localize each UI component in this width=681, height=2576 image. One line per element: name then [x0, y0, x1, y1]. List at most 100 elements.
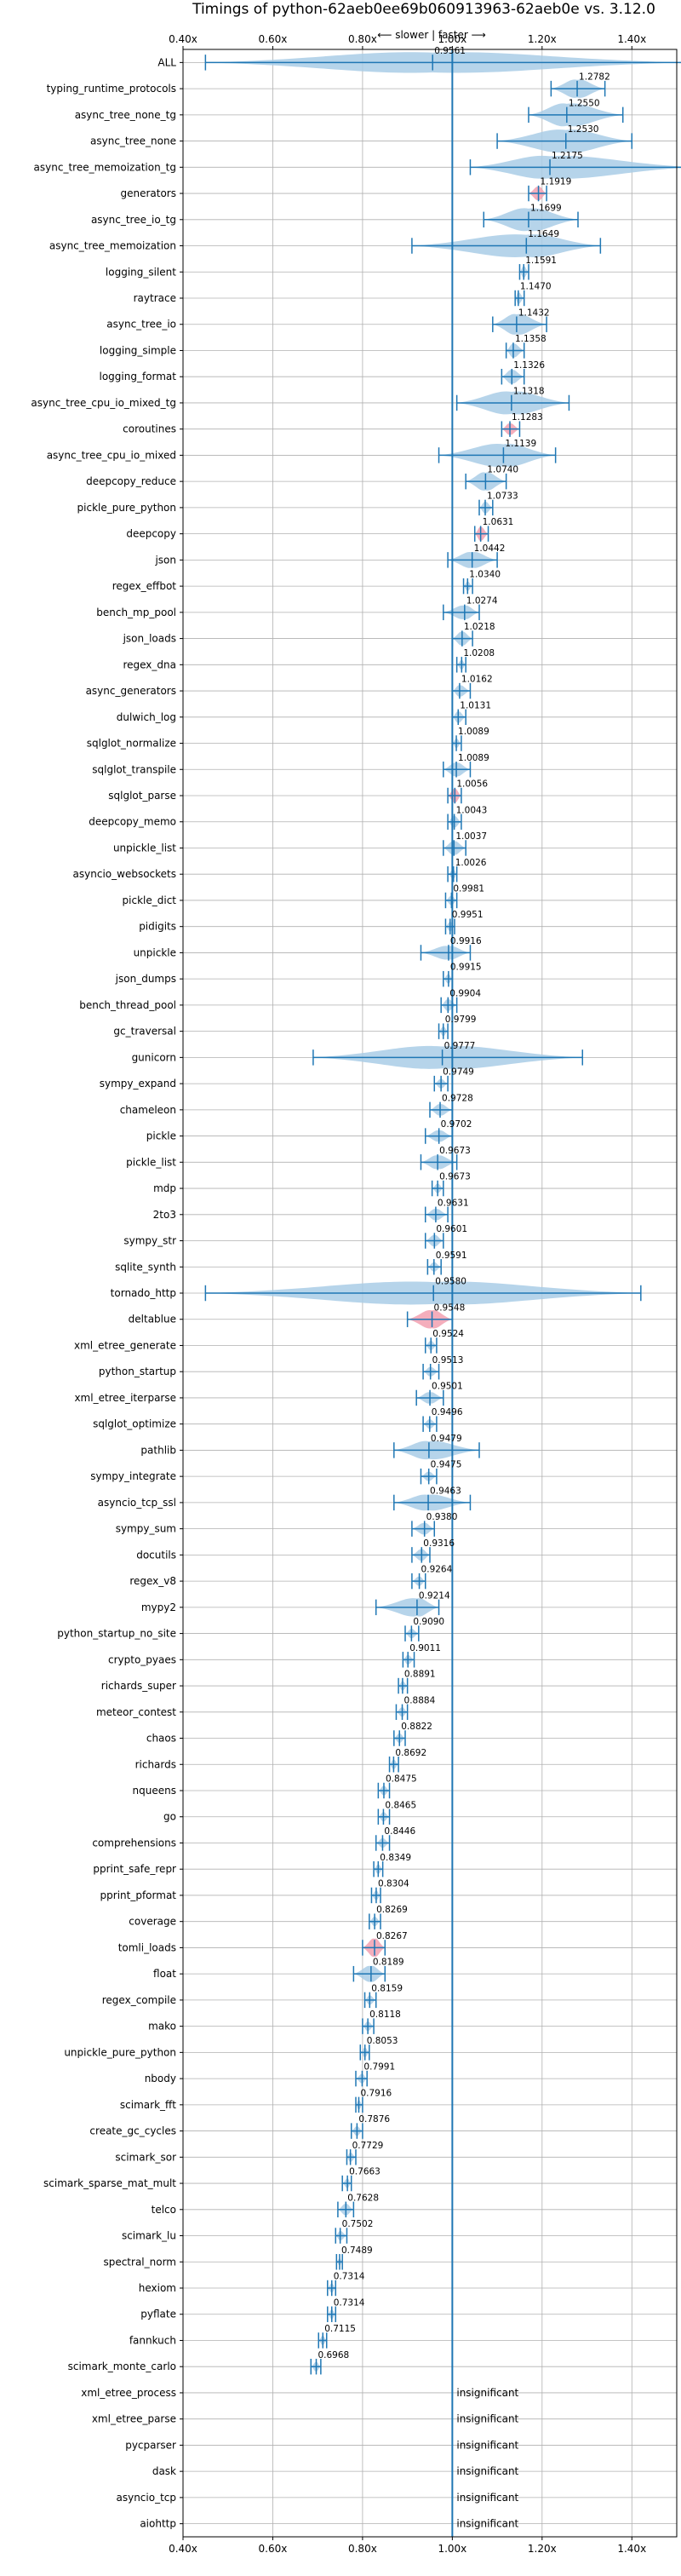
x-tick-label-bottom: 1.20x	[528, 2543, 557, 2555]
ratio-label: 0.8189	[373, 1958, 404, 1968]
benchmark-label: richards_super	[101, 1680, 176, 1692]
benchmark-label: dulwich_log	[117, 711, 176, 723]
ratio-label: 0.9496	[432, 1407, 463, 1417]
ratio-label: 0.8475	[386, 1774, 417, 1785]
benchmark-label: comprehensions	[92, 1837, 176, 1849]
ratio-label: 0.9631	[438, 1198, 469, 1208]
benchmark-label: sympy_str	[123, 1235, 176, 1247]
ratio-label: 0.9463	[430, 1486, 461, 1496]
ratio-label: 0.9316	[423, 1538, 455, 1549]
benchmark-label: scimark_monte_carlo	[68, 2360, 176, 2372]
ratio-label: 1.0631	[483, 517, 514, 527]
ratio-label: 1.0043	[456, 805, 488, 815]
benchmark-label: gc_traversal	[113, 1026, 176, 1038]
benchmark-label: 2to3	[153, 1209, 176, 1221]
ratio-label: 0.9591	[436, 1251, 467, 1261]
ratio-label: 0.9561	[434, 46, 466, 56]
ratio-label: 0.8349	[380, 1853, 411, 1863]
ratio-label: 1.0089	[458, 727, 489, 737]
ratio-label: 0.8822	[401, 1722, 432, 1732]
benchmark-label: scimark_sor	[115, 2151, 176, 2163]
benchmark-label: mypy2	[141, 1601, 176, 1613]
axis-layer: 0.40x 0.40x 0.60x 0.60x 0.80x 0.80x 1.00x 1.00x…	[169, 33, 678, 2555]
benchmark-label: mako	[148, 2021, 176, 2033]
chart-title: Timings of python-62aeb0ee69b060913963-6…	[192, 1, 655, 18]
ratio-label: 0.9904	[449, 988, 481, 998]
x-tick-label-bottom: 0.40x	[169, 2543, 197, 2555]
benchmark-label: regex_v8	[129, 1575, 176, 1587]
benchmark-label: async_tree_io_tg	[91, 214, 176, 226]
ratio-label: 1.0733	[487, 491, 518, 501]
ratio-label: 0.9479	[431, 1434, 462, 1444]
benchmark-label: sqlite_synth	[115, 1261, 176, 1273]
benchmark-label: unpickle_list	[113, 842, 176, 854]
ratio-label: 0.9702	[441, 1119, 472, 1130]
benchmark-label: regex_compile	[102, 1994, 176, 2006]
ratio-label: 1.1318	[513, 386, 545, 396]
x-tick-label-top: 0.60x	[259, 33, 288, 45]
ratio-label: 0.9214	[419, 1590, 450, 1601]
ratio-label: 1.1919	[541, 177, 572, 187]
benchmark-label: regex_effbot	[112, 580, 177, 592]
benchmark-label: asyncio_tcp	[116, 2492, 176, 2504]
benchmark-label: pprint_pformat	[100, 1889, 177, 1901]
ratio-label: 1.2530	[568, 124, 599, 135]
benchmark-label: chameleon	[120, 1104, 176, 1116]
ratio-label: 1.0218	[464, 622, 495, 632]
ratio-label: 1.2550	[569, 98, 600, 108]
benchmark-label: aiohttp	[140, 2518, 176, 2530]
x-tick-label-top: 1.20x	[528, 33, 557, 45]
ratio-label: 0.7502	[342, 2219, 374, 2229]
ratio-label: 1.1283	[512, 412, 543, 423]
benchmark-label: crypto_pyaes	[108, 1653, 176, 1665]
insignificant-label: insignificant	[456, 2413, 518, 2425]
benchmark-label: gunicorn	[132, 1051, 176, 1063]
ratio-label: 1.2175	[552, 151, 583, 161]
benchmark-label: coverage	[129, 1916, 176, 1928]
ratio-label: 0.9513	[432, 1355, 464, 1366]
ratio-label: 1.0740	[487, 465, 518, 475]
ratio-label: 0.8465	[385, 1800, 416, 1810]
ratio-label: 1.2782	[579, 72, 610, 83]
benchmark-label: async_tree_memoization	[49, 240, 176, 252]
benchmark-label: coroutines	[123, 423, 176, 435]
benchmark-label: sympy_sum	[116, 1523, 176, 1535]
benchmark-label: spectral_norm	[103, 2256, 176, 2268]
benchmark-label: pyflate	[140, 2309, 176, 2320]
ratio-label: 1.0162	[461, 675, 493, 685]
ratio-label: 1.0056	[456, 779, 488, 790]
benchmark-label: regex_dna	[123, 658, 176, 670]
benchmark-label: sqlglot_parse	[108, 790, 176, 802]
ratio-label: 0.7314	[334, 2297, 365, 2308]
benchmark-label: sympy_expand	[100, 1078, 176, 1090]
x-tick-label-top: 1.00x	[438, 33, 466, 45]
ratio-label: 0.7876	[358, 2114, 390, 2125]
ratio-label: 0.9548	[434, 1302, 466, 1313]
benchmark-label: pickle_pure_python	[77, 502, 176, 514]
benchmark-label: tomli_loads	[118, 1941, 176, 1953]
benchmark-label: bench_thread_pool	[79, 999, 176, 1011]
benchmark-label: async_tree_cpu_io_mixed	[47, 449, 176, 461]
ratio-label: 0.6968	[318, 2350, 349, 2360]
benchmark-label: generators	[120, 187, 176, 199]
benchmark-label: json_loads	[123, 633, 176, 645]
benchmark-label: python_startup	[99, 1366, 176, 1377]
benchmark-label: fannkuch	[129, 2334, 176, 2346]
ratio-label: 1.0208	[463, 648, 495, 658]
ratio-label: 1.1326	[513, 360, 545, 371]
benchmark-label: async_tree_none	[90, 135, 176, 147]
benchmark-label: async_tree_io	[106, 319, 176, 331]
insignificant-label: insignificant	[456, 2492, 518, 2504]
benchmark-label: nbody	[145, 2073, 176, 2084]
ratio-label: 0.8692	[395, 1748, 426, 1758]
x-tick-label-top: 0.80x	[348, 33, 377, 45]
ratio-label: 0.9264	[421, 1565, 453, 1575]
benchmark-label: xml_etree_process	[81, 2387, 176, 2399]
benchmark-label: python_startup_no_site	[57, 1628, 176, 1640]
benchmark-label: json_dumps	[115, 973, 176, 985]
ratio-label: 0.9090	[413, 1617, 444, 1627]
benchmark-label: logging_format	[99, 371, 176, 382]
benchmark-label: scimark_fft	[120, 2099, 176, 2111]
